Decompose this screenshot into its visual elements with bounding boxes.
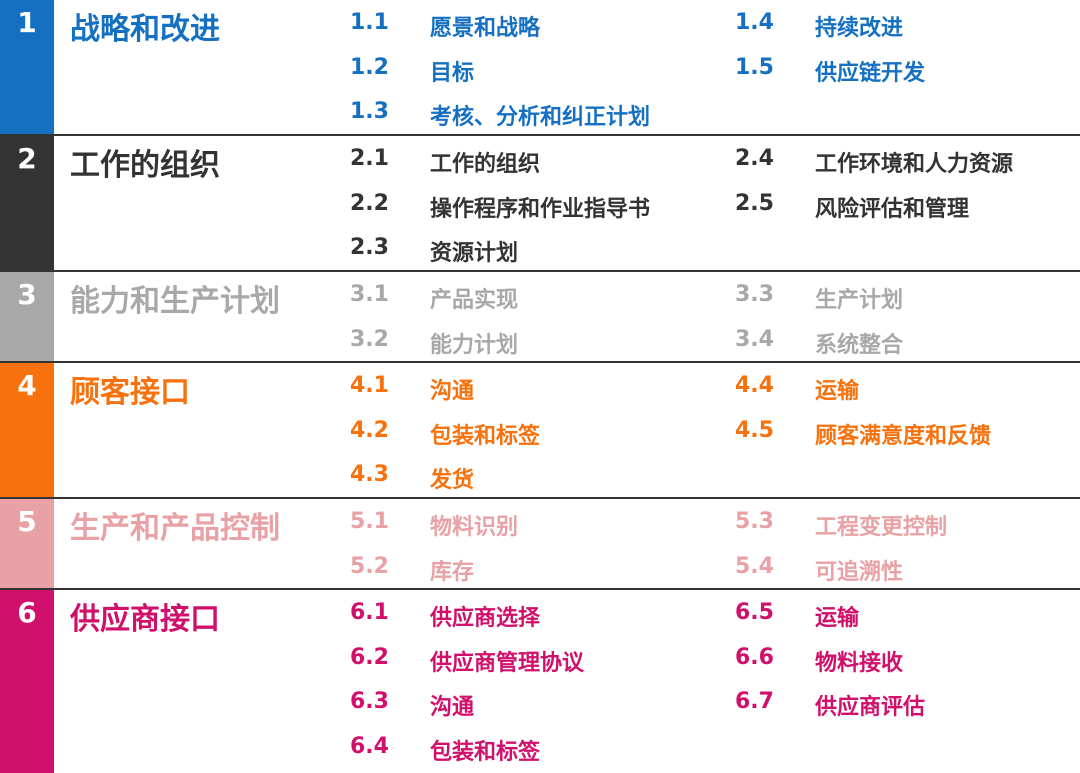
item-label: 持续改进 [815, 16, 904, 41]
section-title: 生产和产品控制 [70, 511, 280, 546]
item-label: 物料接收 [815, 650, 904, 676]
item-number: 4.3 [350, 462, 389, 488]
item-label: 运输 [815, 379, 860, 404]
section-number: 4 [17, 369, 37, 402]
section-bar [0, 363, 54, 497]
item-label: 供应商管理协议 [430, 650, 585, 676]
item-label: 包装和标签 [430, 423, 541, 449]
item-label: 沟通 [430, 379, 475, 404]
section-number: 2 [17, 142, 37, 175]
section-bar [0, 272, 54, 361]
section-title: 能力和生产计划 [70, 284, 280, 319]
item-number: 2.5 [735, 190, 774, 216]
section-title: 工作的组织 [70, 148, 220, 183]
item-label: 目标 [430, 60, 475, 86]
item-number: 5.3 [735, 509, 774, 534]
item-label: 包装和标签 [430, 739, 541, 765]
section-bar [0, 0, 54, 134]
item-label: 产品实现 [430, 288, 519, 313]
item-label: 生产计划 [815, 288, 904, 313]
item-label: 工作的组织 [430, 152, 541, 177]
item-number: 5.1 [350, 509, 389, 534]
item-number: 3.4 [735, 326, 774, 352]
item-label: 风险评估和管理 [815, 196, 970, 222]
section: 1 战略和改进 1.1 愿景和战略 1.2 目标 1.3 考核、分析和纠正计划 1.4 持续改进 1… [0, 0, 1080, 136]
item-number: 1.5 [735, 54, 774, 80]
section-bar [0, 499, 54, 588]
item-label: 操作程序和作业指导书 [430, 196, 651, 222]
item-label: 运输 [815, 606, 860, 631]
item-label: 供应商选择 [430, 606, 541, 631]
item-label: 发货 [430, 468, 475, 494]
item-label: 考核、分析和纠正计划 [430, 105, 651, 131]
section-bar [0, 590, 54, 773]
section-number: 5 [17, 505, 37, 538]
item-number: 6.2 [350, 644, 389, 670]
item-number: 2.3 [350, 235, 389, 261]
section-bar [0, 136, 54, 270]
item-number: 6.7 [735, 689, 774, 715]
section: 6 供应商接口 6.1 供应商选择 6.2 供应商管理协议 6.3 沟通 6.4 包装和标签 6.5… [0, 590, 1080, 773]
item-label: 沟通 [430, 695, 475, 721]
item-label: 库存 [430, 559, 475, 585]
section-number: 1 [17, 6, 37, 39]
section: 5 生产和产品控制 5.1 物料识别 5.2 库存 5.3 工程变更控制 5.4 可追溯性 [0, 499, 1080, 590]
item-number: 1.3 [350, 99, 389, 125]
item-label: 工程变更控制 [815, 515, 948, 540]
item-label: 供应链开发 [815, 60, 926, 86]
item-number: 2.4 [735, 146, 774, 171]
section: 3 能力和生产计划 3.1 产品实现 3.2 能力计划 3.3 生产计划 3.4 系统整合 [0, 272, 1080, 363]
section-title: 供应商接口 [70, 602, 220, 637]
item-label: 顾客满意度和反馈 [815, 423, 992, 449]
item-label: 可追溯性 [815, 559, 904, 585]
item-number: 1.4 [735, 10, 774, 35]
item-number: 4.5 [735, 417, 774, 443]
item-number: 6.6 [735, 644, 774, 670]
item-number: 6.1 [350, 600, 389, 625]
item-number: 6.4 [350, 733, 389, 759]
item-number: 4.4 [735, 373, 774, 398]
section-number: 3 [17, 278, 37, 311]
item-number: 6.3 [350, 689, 389, 715]
item-number: 5.2 [350, 553, 389, 579]
section-title: 顾客接口 [70, 375, 190, 410]
item-number: 1.1 [350, 10, 389, 35]
section: 4 顾客接口 4.1 沟通 4.2 包装和标签 4.3 发货 4.4 运输 4.5 顾客满意度和反馈 [0, 363, 1080, 499]
item-label: 供应商评估 [815, 695, 926, 721]
item-number: 2.1 [350, 146, 389, 171]
item-label: 工作环境和人力资源 [815, 152, 1014, 177]
item-number: 2.2 [350, 190, 389, 216]
item-number: 3.2 [350, 326, 389, 352]
section-title: 战略和改进 [70, 12, 220, 47]
item-number: 3.1 [350, 282, 389, 307]
item-label: 资源计划 [430, 241, 519, 267]
item-number: 4.2 [350, 417, 389, 443]
item-number: 5.4 [735, 553, 774, 579]
item-number: 4.1 [350, 373, 389, 398]
item-number: 6.5 [735, 600, 774, 625]
item-number: 1.2 [350, 54, 389, 80]
section-number: 6 [17, 596, 37, 629]
item-label: 能力计划 [430, 332, 519, 358]
item-label: 系统整合 [815, 332, 904, 358]
section: 2 工作的组织 2.1 工作的组织 2.2 操作程序和作业指导书 2.3 资源计划 2.4 工作环… [0, 136, 1080, 272]
item-label: 愿景和战略 [430, 16, 541, 41]
item-number: 3.3 [735, 282, 774, 307]
item-label: 物料识别 [430, 515, 519, 540]
